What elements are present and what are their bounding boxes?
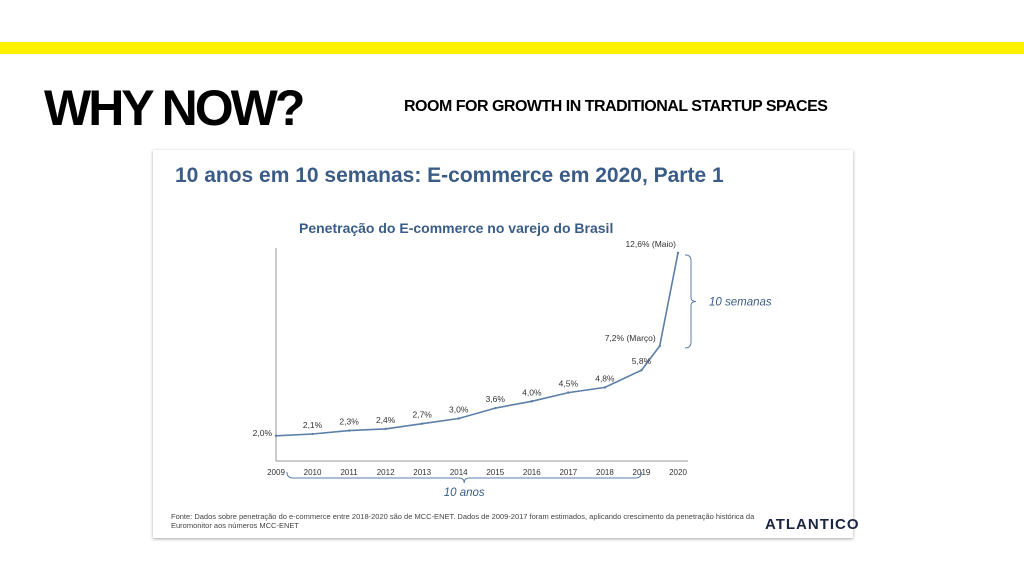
data-label: 7,2% (Março) [605, 333, 656, 343]
data-point [530, 400, 534, 403]
x-tick-label: 2015 [486, 468, 504, 477]
data-label: 2,1% [303, 420, 323, 430]
x-tick-label: 2016 [523, 468, 541, 477]
x-tick-label: 2018 [596, 468, 614, 477]
data-point [384, 427, 387, 431]
data-point [603, 386, 607, 389]
chart-title: Penetração do E-commerce no varejo do Br… [299, 220, 614, 236]
data-point [494, 406, 497, 410]
slide-subheadline: ROOM FOR GROWTH IN TRADITIONAL STARTUP S… [404, 98, 828, 115]
data-point [457, 417, 460, 420]
yellow-band [0, 42, 1024, 54]
line-chart: 2009 2010 2011 2012 2013 2014 2015 2016 2017 2018… [253, 239, 772, 499]
data-point [640, 369, 643, 372]
data-label: 12,6% (Maio) [625, 239, 676, 249]
source-note: Fonte: Dados sobre penetração do e-comme… [171, 512, 755, 530]
data-label: 3,6% [486, 394, 506, 404]
years-brace [286, 471, 642, 484]
data-point [274, 434, 278, 437]
data-label: 4,8% [595, 373, 615, 383]
data-label: 2,0% [253, 428, 273, 438]
data-point [658, 344, 661, 348]
x-tick-label: 2014 [450, 468, 468, 477]
data-point [567, 391, 570, 394]
x-tick-label: 2017 [559, 468, 577, 477]
x-tick-label: 2020 [669, 468, 687, 477]
card-title: 10 anos em 10 semanas: E-commerce em 202… [175, 164, 724, 187]
slide-headline: WHY NOW? [44, 80, 305, 136]
data-label: 5,8% [632, 356, 652, 366]
data-label: 4,0% [522, 387, 542, 397]
chart-card: 2009 2010 2011 2012 2013 2014 2015 2016 2017 2018… [153, 150, 859, 538]
data-label: 2,4% [376, 415, 396, 425]
years-label: 10 anos [444, 487, 485, 499]
data-point [347, 429, 351, 432]
x-tick-label: 2010 [304, 468, 322, 477]
data-point [311, 432, 314, 436]
weeks-label: 10 semanas [709, 296, 772, 308]
data-label: 4,5% [559, 379, 579, 389]
data-label: 2,3% [339, 417, 359, 427]
x-tick-label: 2012 [377, 468, 395, 477]
series-line [275, 252, 679, 437]
data-label: 3,0% [449, 405, 469, 415]
data-label: 2,7% [412, 410, 432, 420]
x-tick-label: 2009 [267, 468, 285, 477]
atlantico-logo: ATLANTICO [765, 516, 860, 533]
x-tick-label: 2011 [340, 468, 358, 477]
weeks-brace [684, 254, 697, 349]
data-point [420, 422, 424, 425]
x-tick-label: 2013 [413, 468, 431, 477]
data-point [676, 251, 680, 255]
